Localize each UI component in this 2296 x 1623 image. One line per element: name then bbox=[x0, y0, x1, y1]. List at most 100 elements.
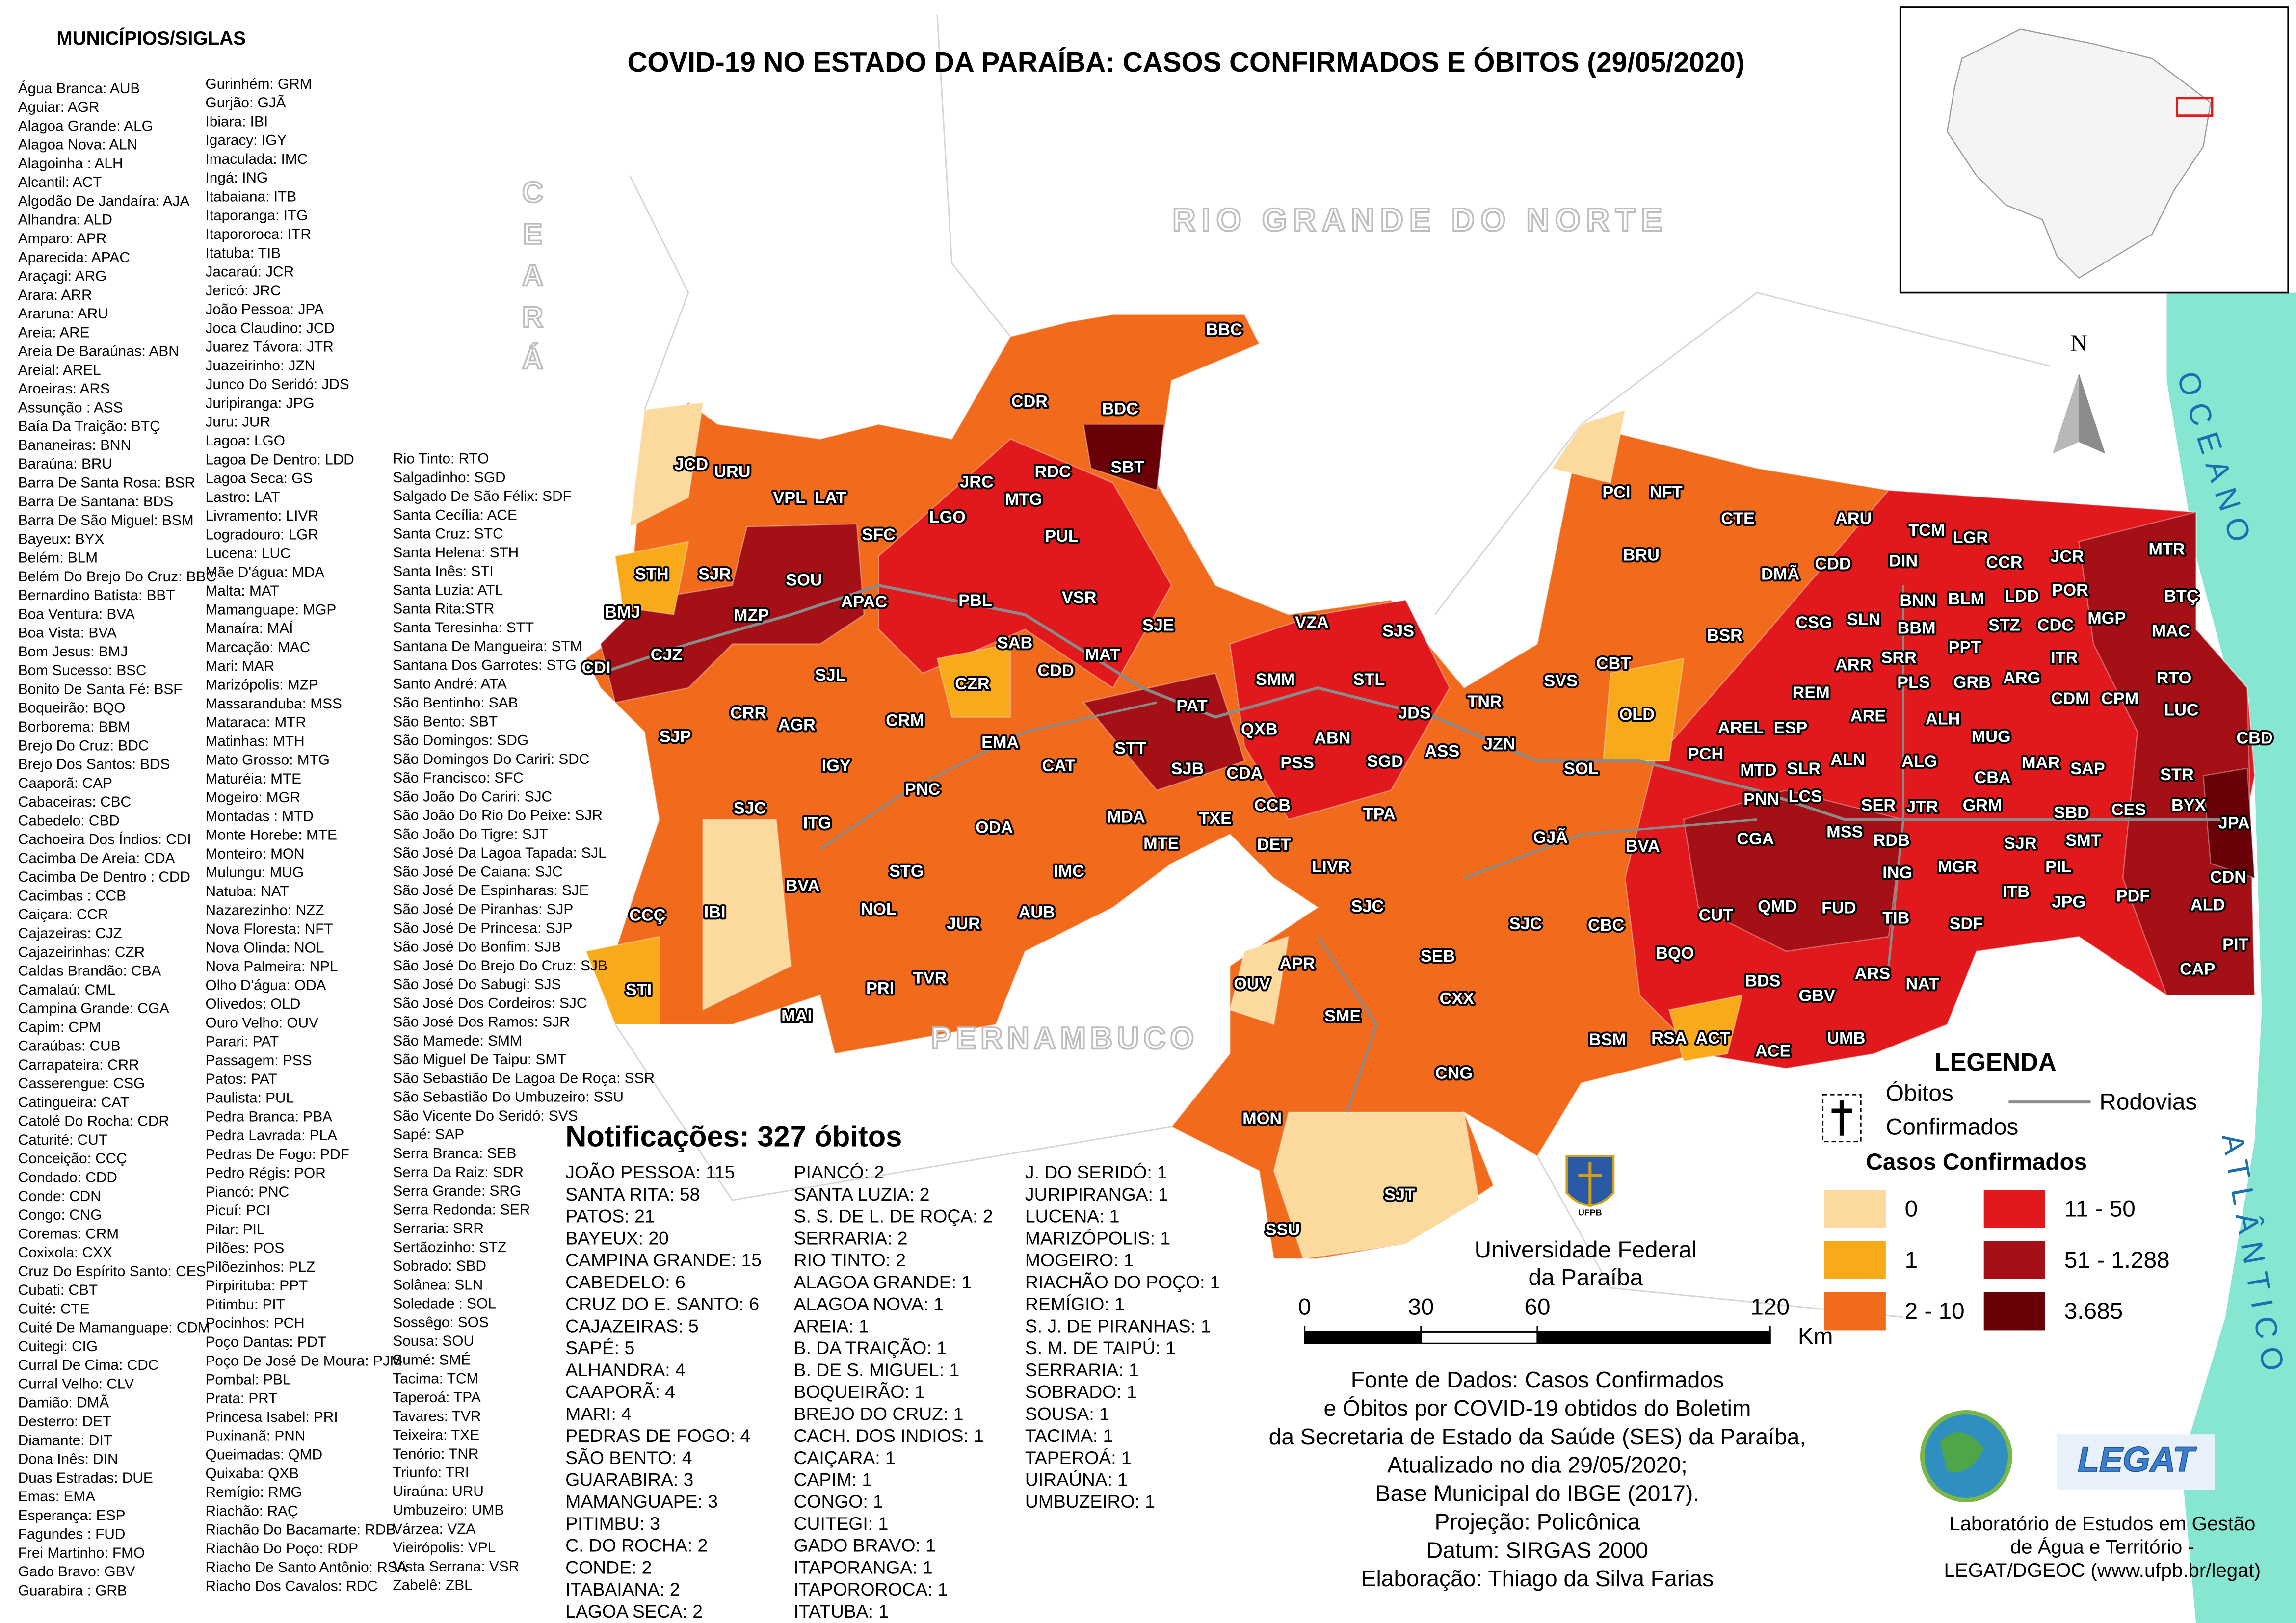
municipality-label: SER bbox=[1861, 796, 1896, 815]
municipality-label: FUD bbox=[1821, 898, 1856, 917]
municipality-entry: São José Da Lagoa Tapada: SJL bbox=[393, 845, 606, 861]
region bbox=[1683, 789, 1904, 952]
scale-bar: Km 0 30 60 120 bbox=[1298, 1294, 1833, 1349]
municipality-label: LIVR bbox=[1312, 858, 1350, 876]
legend-class-label: 51 - 1.288 bbox=[2064, 1247, 2170, 1273]
municipality-entry: Santana Dos Garrotes: STG bbox=[393, 657, 576, 673]
municipality-entry: Baraúna: BRU bbox=[18, 456, 112, 472]
deaths-entry: S. M. DE TAIPÚ: 1 bbox=[1025, 1337, 1176, 1358]
municipality-label: NAT bbox=[1905, 975, 1939, 994]
municipality-label: MON bbox=[1242, 1109, 1282, 1128]
lab-line: de Água e Território - bbox=[2010, 1536, 2194, 1558]
municipality-entry: Taperoá: TPA bbox=[393, 1389, 481, 1406]
municipality-label: SJT bbox=[1384, 1185, 1415, 1204]
municipality-entry: Gurjão: GJÃ bbox=[206, 94, 286, 111]
municipality-entry: Vista Serrana: VSR bbox=[393, 1558, 519, 1574]
municipality-entry: Logradouro: LGR bbox=[206, 526, 318, 543]
municipality-entry: São José De Piranhas: SJP bbox=[393, 901, 573, 917]
region bbox=[1229, 936, 1290, 1025]
municipality-entry: Catingueira: CAT bbox=[18, 1094, 129, 1110]
municipality-entry: Remígio: RMG bbox=[206, 1484, 302, 1500]
deaths-entry: SANTA LUZIA: 2 bbox=[794, 1184, 930, 1204]
municipality-label: BDC bbox=[1102, 399, 1138, 418]
municipality-entry: São Bentinho: SAB bbox=[393, 695, 518, 711]
municipality-label: CUT bbox=[1699, 906, 1734, 924]
municipality-entry: Belém Do Brejo Do Cruz: BBC bbox=[18, 569, 216, 585]
municipality-label: OLD bbox=[1619, 706, 1655, 724]
municipality-entry: Matinhas: MTH bbox=[206, 733, 305, 749]
municipality-entry: Jacaraú: JCR bbox=[206, 264, 294, 280]
municipality-entry: Emas: EMA bbox=[18, 1489, 95, 1505]
municipality-label: LAT bbox=[815, 489, 846, 507]
municipality-entry: Serra Da Raiz: SDR bbox=[393, 1164, 524, 1180]
municipality-entry: Queimadas: QMD bbox=[206, 1447, 323, 1463]
municipality-entry: Água Branca: AUB bbox=[18, 80, 140, 97]
deaths-entry: CAMPINA GRANDE: 15 bbox=[565, 1250, 762, 1270]
municipality-label: GRM bbox=[1963, 796, 2002, 815]
municipality-label: SJC bbox=[734, 799, 766, 818]
municipality-entry: São Sebastião Do Umbuzeiro: SSU bbox=[393, 1089, 624, 1105]
municipality-label: BMJ bbox=[605, 603, 640, 622]
municipality-label: SJS bbox=[1382, 622, 1414, 641]
deaths-entry: PEDRAS DE FOGO: 4 bbox=[565, 1425, 750, 1446]
municipality-label: PRI bbox=[866, 979, 894, 997]
deaths-entry: CUITEGI: 1 bbox=[794, 1513, 889, 1534]
deaths-entry: C. DO ROCHA: 2 bbox=[565, 1535, 708, 1556]
municipality-entry: Marizópolis: MZP bbox=[206, 677, 318, 693]
municipality-entry: Lagoa Seca: GS bbox=[206, 471, 313, 487]
municipality-entry: Aguiar: AGR bbox=[18, 99, 100, 115]
municipality-entry: Jericó: JRC bbox=[206, 283, 281, 299]
municipality-label: CCB bbox=[1254, 796, 1291, 815]
deaths-entry: CAJAZEIRAS: 5 bbox=[565, 1315, 698, 1336]
map-title: COVID-19 NO ESTADO DA PARAÍBA: CASOS CON… bbox=[627, 47, 1744, 78]
deaths-entry: CONDE: 2 bbox=[565, 1557, 652, 1577]
scale-segment bbox=[1304, 1331, 1422, 1344]
death-icon bbox=[1831, 1100, 1852, 1136]
municipality-entry: Serraria: SRR bbox=[393, 1221, 484, 1237]
municipality-entry: Assunção : ASS bbox=[18, 399, 123, 416]
municipality-entry: Salgado De São Félix: SDF bbox=[393, 488, 572, 504]
municipality-entry: São João Do Tigre: SJT bbox=[393, 826, 548, 842]
municipality-entry: São José De Princesa: SJP bbox=[393, 920, 572, 936]
municipality-label: BSM bbox=[1589, 1030, 1626, 1049]
municipality-label: MAI bbox=[781, 1007, 812, 1025]
municipality-label: RTO bbox=[2157, 669, 2192, 687]
municipality-entry: Sertãozinho: STZ bbox=[393, 1239, 506, 1256]
municipality-entry: São Francisco: SFC bbox=[393, 770, 524, 786]
municipality-label: URU bbox=[714, 463, 750, 481]
municipality-label: LGR bbox=[1953, 528, 1989, 547]
inset-brazil bbox=[1946, 28, 2212, 279]
neighbor-state: CEARÁ bbox=[516, 176, 549, 384]
municipality-entry: Parari: PAT bbox=[206, 1034, 279, 1050]
municipality-label: CDC bbox=[2037, 616, 2074, 635]
lab-line: Laboratório de Estudos em Gestão bbox=[1949, 1513, 2255, 1535]
municipality-entry: Junco Do Seridó: JDS bbox=[206, 376, 349, 393]
dgeoc-land bbox=[1940, 1432, 1984, 1472]
municipality-entry: Fagundes : FUD bbox=[18, 1526, 126, 1543]
municipality-entry: São José De Espinharas: SJE bbox=[393, 883, 588, 899]
municipality-entry: Pedras De Fogo: PDF bbox=[206, 1146, 349, 1162]
municipality-label: SOL bbox=[1564, 759, 1599, 778]
municipality-label: JTR bbox=[1906, 798, 1938, 816]
roads bbox=[600, 584, 2240, 1113]
municipality-entry: Riachão Do Poço: RDP bbox=[206, 1541, 359, 1557]
municipality-entry: Zabelê: ZBL bbox=[393, 1577, 472, 1594]
municipality-entry: Cacimba De Dentro : CDD bbox=[18, 869, 190, 885]
municipality-label: PIL bbox=[2045, 858, 2071, 876]
municipality-entry: Bernardino Batista: BBT bbox=[18, 587, 175, 603]
municipality-entry: Esperança: ESP bbox=[18, 1507, 126, 1523]
municipality-entry: Cubati: CBT bbox=[18, 1282, 98, 1298]
municipality-entry: Diamante: DIT bbox=[18, 1432, 112, 1448]
region bbox=[1602, 657, 1685, 762]
municipality-entry: Sossêgo: SOS bbox=[393, 1314, 489, 1331]
municipality-entry: Olivedos: OLD bbox=[206, 996, 301, 1012]
municipality-entry: Cabaceiras: CBC bbox=[18, 794, 131, 810]
municipality-entry: Alhandra: ALD bbox=[18, 212, 112, 228]
municipality-entry: Itapororoca: ITR bbox=[206, 226, 311, 242]
deaths-entry: LUCENA: 1 bbox=[1025, 1206, 1120, 1227]
deaths-entry: ITATUBA: 1 bbox=[794, 1601, 889, 1622]
municipality-entry: Lastro: LAT bbox=[206, 489, 280, 505]
municipality-entry: São José Do Brejo Do Cruz: SJB bbox=[393, 958, 607, 974]
municipality-entry: Caaporã: CAP bbox=[18, 775, 112, 791]
municipality-label: AUB bbox=[1019, 903, 1055, 921]
